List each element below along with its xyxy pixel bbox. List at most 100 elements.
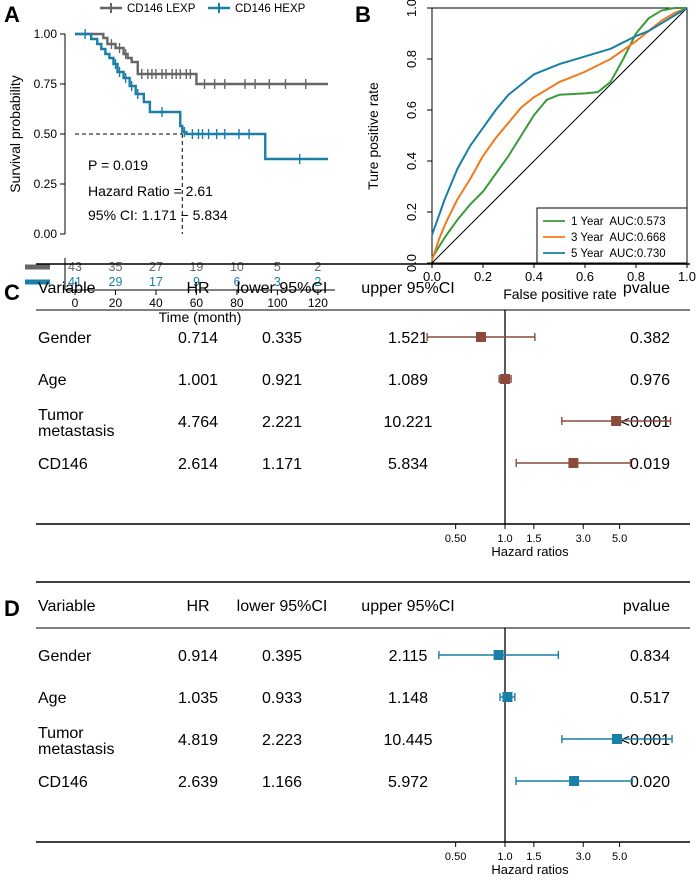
- risk-count-lexp: 10: [230, 260, 244, 274]
- km-legend: CD146 LEXP CD146 HEXP: [100, 3, 306, 15]
- forest-d-row-upper: 2.115: [389, 648, 428, 665]
- forest-d-row-variable: CD146: [38, 774, 88, 791]
- km-plot: CD146 LEXP CD146 HEXP Survival probabili…: [7, 3, 335, 325]
- km-x-tick-label: 20: [109, 296, 123, 310]
- forest-d-row-hr: 2.639: [178, 774, 218, 791]
- forest-c-x-tick-label: 1.5: [526, 533, 541, 545]
- km-curves: [75, 29, 328, 234]
- km-ci: 95% CI: 1.171 − 5.834: [88, 207, 228, 223]
- km-pvalue: P = 0.019: [88, 157, 148, 173]
- forest-c-row-pvalue: <0.001: [621, 414, 670, 431]
- forest-c-header-pvalue: pvalue: [623, 280, 670, 297]
- km-y-tick-label: 0.00: [34, 227, 58, 241]
- forest-c-row-variable: Tumor: [38, 407, 84, 424]
- roc-legend-label-3y: 3 Year AUC:0.668: [571, 232, 666, 244]
- forest-d-row-upper: 1.148: [388, 690, 428, 707]
- forest-d-hr-marker: [502, 692, 513, 702]
- panel-label-c: C: [4, 280, 20, 305]
- roc-x-tick-label: 0.8: [627, 269, 645, 284]
- risk-count-hexp: 17: [149, 275, 163, 289]
- forest-d-row-lower: 0.933: [262, 690, 302, 707]
- forest-d-row-pvalue: <0.001: [621, 732, 670, 749]
- forest-d-row-pvalue: 0.517: [630, 690, 670, 707]
- forest-plot-c: Variable HR lower 95%CI upper 95%CI pvalue Ge…: [36, 263, 690, 559]
- forest-c-header-hr: HR: [186, 280, 209, 297]
- forest-d-row-pvalue: 0.020: [630, 774, 670, 791]
- km-curve-hexp: [75, 32, 328, 161]
- risk-count-lexp: 5: [274, 260, 281, 274]
- roc-curve-1y: [431, 7, 687, 259]
- forest-c-row-pvalue: 0.382: [630, 330, 670, 347]
- forest-c-hr-marker: [500, 374, 511, 384]
- forest-d-hr-marker: [493, 650, 504, 660]
- roc-curve-5y: [431, 7, 688, 236]
- risk-count-hexp: 2: [314, 275, 321, 289]
- forest-c-row-upper: 1.089: [388, 372, 428, 389]
- roc-x-tick-label: 0.6: [576, 269, 594, 284]
- forest-c-row-variable: CD146: [38, 456, 88, 473]
- forest-d-row-variable-line2: metastasis: [38, 741, 114, 758]
- forest-c-row-pvalue: 0.976: [630, 372, 670, 389]
- legend-label-lexp: CD146 LEXP: [127, 3, 196, 15]
- forest-c-row-hr: 2.614: [178, 456, 218, 473]
- forest-c-header-lower: lower 95%CI: [237, 280, 328, 297]
- forest-c-hr-marker: [611, 416, 622, 426]
- km-x-tick-label: 0: [72, 296, 79, 310]
- panel-label-b: B: [355, 2, 371, 27]
- km-x-tick-label: 60: [190, 296, 204, 310]
- km-y-tick-label: 1.00: [34, 27, 58, 41]
- forest-d-x-tick-label: 0.50: [445, 851, 466, 863]
- km-y-tick-label: 0.75: [34, 77, 58, 91]
- forest-c-row-variable: Gender: [38, 330, 92, 347]
- km-x-tick-label: 40: [149, 296, 163, 310]
- forest-d-x-tick-label: 5.0: [612, 851, 627, 863]
- roc-y-tick-label: 1.0: [404, 0, 419, 17]
- roc-x-tick-label: 1.0: [678, 269, 696, 284]
- forest-d-x-tick-label: 3.0: [576, 851, 591, 863]
- forest-d-header-lower: lower 95%CI: [237, 598, 328, 615]
- forest-d-row-upper: 10.445: [384, 732, 433, 749]
- forest-d-hr-marker: [611, 734, 622, 744]
- km-x-ticks: 0 20 40 60 80 100 120: [72, 290, 328, 310]
- roc-legend-label-5y: 5 Year AUC:0.730: [571, 248, 666, 260]
- forest-c-row-upper: 10.221: [384, 414, 433, 431]
- km-xlabel: Time (month): [159, 309, 242, 325]
- forest-c-row-lower: 2.221: [262, 414, 302, 431]
- forest-d-row-lower: 0.395: [262, 648, 302, 665]
- forest-c-row-upper: 1.521: [388, 330, 428, 347]
- forest-c-row-pvalue: 0.019: [630, 456, 670, 473]
- roc-x-tick-label: 0.0: [423, 269, 441, 284]
- forest-c-x-tick-label: 0.50: [445, 533, 466, 545]
- forest-d-header-variable: Variable: [38, 598, 96, 615]
- forest-c-header-variable: Variable: [38, 280, 96, 297]
- roc-legend-label-1y: 1 Year AUC:0.573: [571, 216, 666, 228]
- km-x-tick-label: 100: [267, 296, 287, 310]
- forest-plot-d: Variable HR lower 95%CI upper 95%CI pvalue Ge…: [36, 581, 690, 877]
- risk-count-hexp: 29: [109, 275, 123, 289]
- roc-xlabel: False positive rate: [503, 286, 617, 302]
- risk-count-lexp: 27: [149, 260, 163, 274]
- panel-label-a: A: [4, 2, 20, 27]
- forest-d-row-hr: 0.914: [178, 648, 218, 665]
- risk-count-hexp: 6: [233, 275, 240, 289]
- forest-c-row-lower: 0.921: [262, 372, 302, 389]
- roc-y-tick-label: 0.8: [404, 50, 419, 68]
- roc-y-tick-label: 0.6: [404, 101, 419, 119]
- forest-c-row-hr: 1.001: [178, 372, 218, 389]
- km-curve-lexp: [75, 32, 328, 86]
- forest-d-row-upper: 5.972: [388, 774, 428, 791]
- forest-d-hr-marker: [569, 776, 580, 786]
- forest-d-row-variable: Age: [38, 690, 67, 707]
- forest-d-header-hr: HR: [186, 598, 209, 615]
- forest-d-row-lower: 2.223: [262, 732, 302, 749]
- risk-count-hexp: 41: [68, 275, 82, 289]
- km-y-tick-label: 0.25: [34, 177, 58, 191]
- forest-d-row-variable: Gender: [38, 648, 92, 665]
- roc-x-tick-label: 0.4: [525, 269, 543, 284]
- km-hazard-ratio: Hazard Ratio = 2.61: [88, 183, 213, 199]
- forest-d-x-tick-label: 1.5: [526, 851, 541, 863]
- forest-c-x-tick-label: 1.0: [497, 533, 512, 545]
- risk-count-lexp: 35: [109, 260, 123, 274]
- forest-c-row-hr: 4.764: [178, 414, 218, 431]
